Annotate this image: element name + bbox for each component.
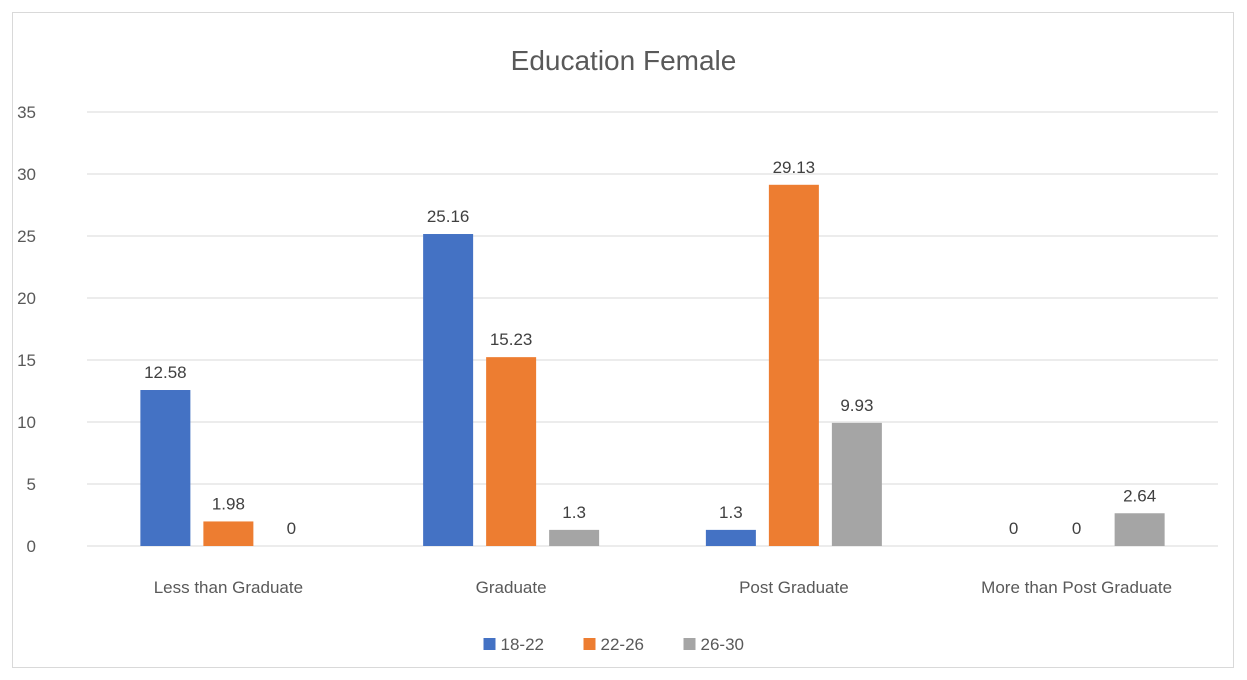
bar-26-30-more-than-post-graduate	[1114, 513, 1165, 546]
y-tick-label: 20	[17, 289, 36, 308]
legend: 18-22 22-26 26-30	[483, 635, 744, 654]
data-label: 0	[1009, 519, 1018, 538]
y-tick-label: 35	[17, 103, 36, 122]
data-label: 25.16	[427, 207, 470, 226]
x-category-label: Less than Graduate	[154, 578, 303, 597]
y-tick-label: 10	[17, 413, 36, 432]
legend-label: 18-22	[501, 635, 544, 654]
gridlines	[87, 111, 1218, 547]
y-tick-label: 25	[17, 227, 36, 246]
bar-22-26-graduate	[486, 357, 537, 546]
y-tick-label: 30	[17, 165, 36, 184]
legend-swatch	[483, 638, 496, 650]
legend-swatch	[583, 638, 596, 650]
data-label: 12.58	[144, 363, 187, 382]
y-tick-label: 15	[17, 351, 36, 370]
y-axis-ticks: 0 5 10 15 20 25 30 35	[17, 103, 36, 556]
bar-26-30-post-graduate	[831, 422, 882, 546]
legend-label: 26-30	[701, 635, 744, 654]
data-label: 9.93	[840, 396, 873, 415]
bar-26-30-graduate	[549, 529, 600, 546]
data-label: 15.23	[490, 330, 533, 349]
bar-18-22-graduate	[423, 234, 474, 547]
data-labels: 12.58 1.98 0 25.16 15.23 1.3 1.3 29.13 9.93 0 0 2.6…	[144, 158, 1156, 538]
x-category-label: Graduate	[476, 578, 547, 597]
data-label: 1.98	[212, 494, 245, 513]
x-category-label: More than Post Graduate	[981, 578, 1172, 597]
bar-18-22-post-graduate	[705, 529, 756, 546]
data-label: 0	[1072, 519, 1081, 538]
x-category-label: Post Graduate	[739, 578, 849, 597]
data-label: 29.13	[773, 158, 816, 177]
chart-title: Education Female	[511, 45, 737, 76]
bar-22-26-post-graduate	[768, 184, 819, 546]
bar-22-26-less-than-graduate	[203, 521, 254, 546]
data-label: 0	[287, 519, 296, 538]
legend-swatch	[683, 638, 696, 650]
y-tick-label: 0	[27, 537, 36, 556]
data-label: 1.3	[562, 503, 586, 522]
legend-label: 22-26	[601, 635, 644, 654]
bars	[140, 184, 1165, 547]
data-label: 1.3	[719, 503, 743, 522]
x-axis-categories: Less than Graduate Graduate Post Graduate M…	[154, 578, 1172, 597]
chart-frame	[12, 12, 1234, 668]
bar-18-22-less-than-graduate	[140, 390, 191, 546]
y-tick-label: 5	[27, 475, 36, 494]
data-label: 2.64	[1123, 486, 1156, 505]
